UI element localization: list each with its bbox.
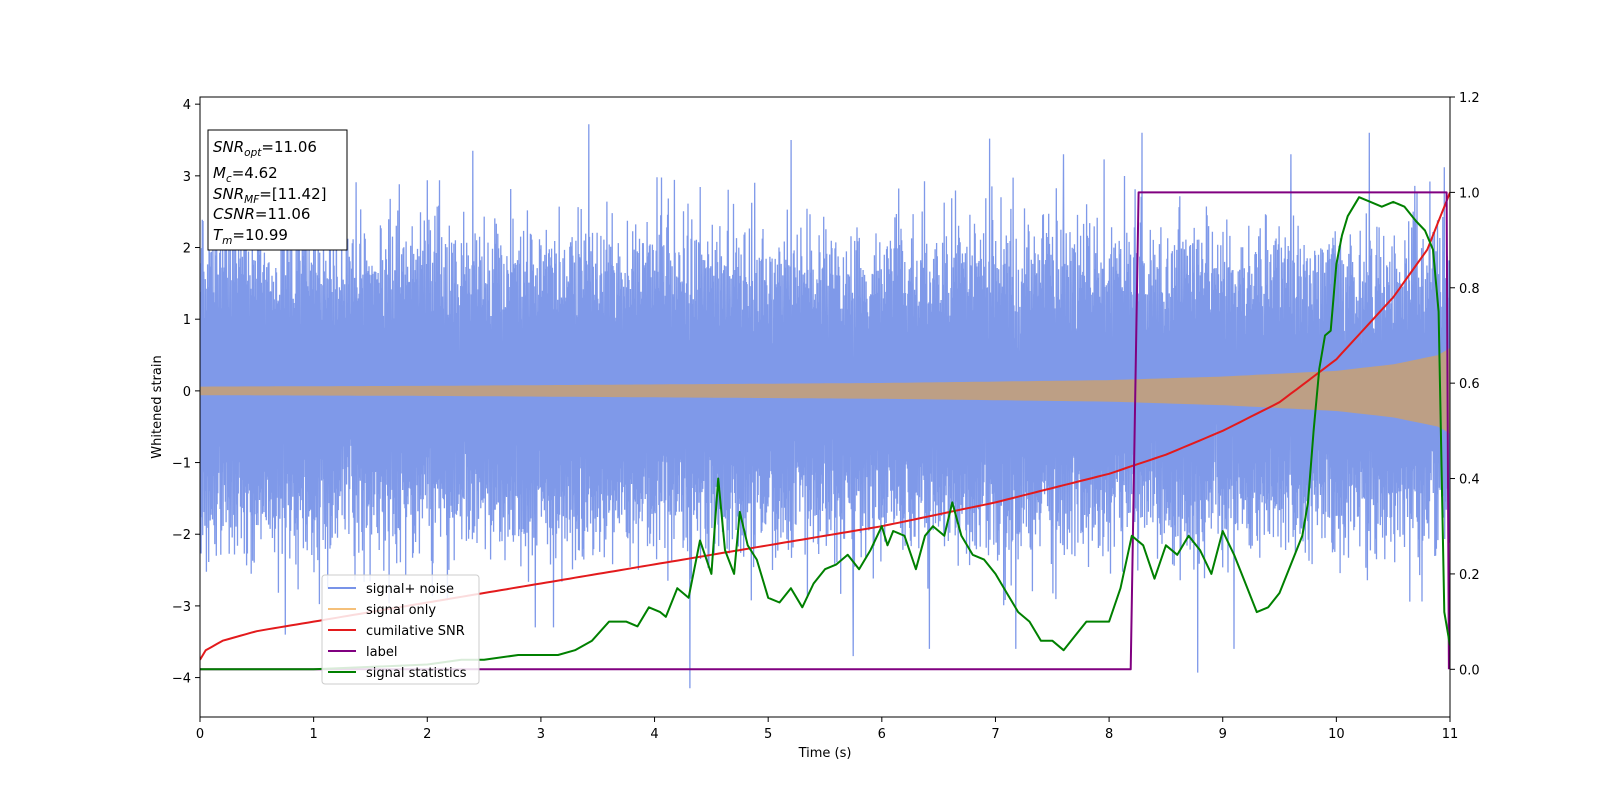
- info-box-frame: [207, 129, 348, 251]
- y2-tick-label: 0.2: [1459, 568, 1480, 583]
- x-tick-label: 9: [1219, 727, 1227, 742]
- y-tick-label: 0: [183, 385, 191, 400]
- legend-label: signal+ noise: [366, 582, 454, 597]
- x-tick-label: 7: [991, 727, 999, 742]
- x-tick-label: 1: [309, 727, 317, 742]
- legend: signal+ noise signal only cumilative SNR la…: [321, 574, 480, 685]
- y-tick-label: −3: [172, 600, 191, 615]
- legend-frame: [321, 574, 480, 685]
- y2-tick-label: 1.0: [1459, 186, 1480, 201]
- legend-label: signal statistics: [366, 666, 467, 681]
- y-tick-label: 2: [183, 242, 191, 257]
- y2-tick-label: 0.4: [1459, 473, 1480, 488]
- y2-tick-label: 1.2: [1459, 91, 1480, 106]
- x-tick-label: 3: [537, 727, 545, 742]
- y-axis-title: Whitened strain: [150, 355, 165, 458]
- x-tick-label: 10: [1328, 727, 1345, 742]
- y-tick-label: −1: [172, 457, 191, 472]
- info-box: SNRopt=11.06 Mc=4.62 SNRMF=[11.42] CSNR=…: [207, 129, 348, 251]
- y-tick-label: −4: [172, 672, 191, 687]
- y-tick-label: 1: [183, 313, 191, 328]
- x-tick-label: 11: [1442, 727, 1459, 742]
- y2-tick-label: 0.8: [1459, 282, 1480, 297]
- x-tick-label: 8: [1105, 727, 1113, 742]
- info-mc: Mc=4.62: [213, 164, 278, 185]
- y-tick-label: 4: [183, 98, 191, 113]
- legend-label: label: [366, 645, 397, 660]
- plot-frame: [199, 96, 1451, 718]
- x-tick-label: 2: [423, 727, 431, 742]
- info-csnr: CSNR=11.06: [213, 205, 310, 223]
- info-snr-opt: SNRopt=11.06: [213, 138, 317, 159]
- legend-label: cumilative SNR: [366, 624, 465, 639]
- series-label-line: [200, 191, 1450, 671]
- y-tick-label: 3: [183, 170, 191, 185]
- x-tick-label: 0: [196, 727, 204, 742]
- series-signal-only-band: [200, 347, 1450, 434]
- info-tm: Tm=10.99: [213, 226, 288, 247]
- y2-tick-label: 0.0: [1459, 663, 1480, 678]
- y-tick-label: −2: [172, 528, 191, 543]
- y2-tick-label: 0.6: [1459, 377, 1480, 392]
- series-signal-statistics-line: [200, 196, 1450, 671]
- x-tick-label: 5: [764, 727, 772, 742]
- x-tick-label: 6: [878, 727, 886, 742]
- x-axis-title: Time (s): [798, 746, 852, 761]
- info-snr-mf: SNRMF=[11.42]: [213, 185, 327, 206]
- legend-label: signal only: [366, 603, 436, 618]
- x-tick-label: 4: [650, 727, 658, 742]
